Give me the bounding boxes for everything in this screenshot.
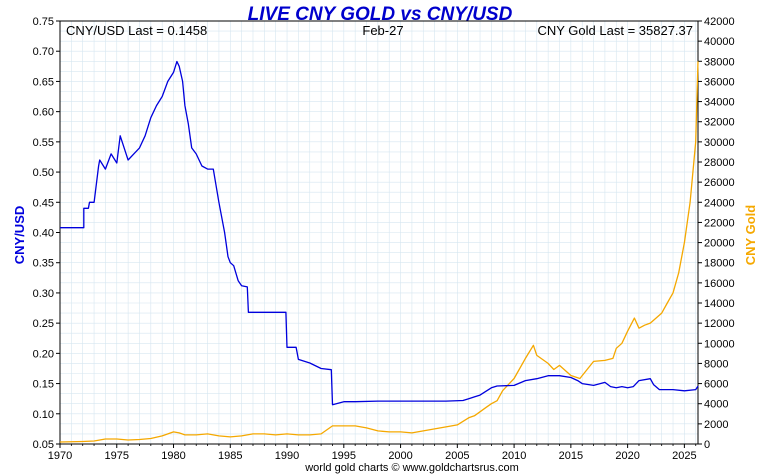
y-axis-left-label: CNY/USD <box>12 206 27 265</box>
series-layer <box>59 60 699 443</box>
left-header: CNY/USD Last = 0.1458 <box>66 23 207 38</box>
y-left-tick-label: 0.20 <box>33 348 54 360</box>
y-right-tick-label: 38000 <box>704 56 735 68</box>
y-right-tick-label: 16000 <box>704 278 735 290</box>
x-tick-label: 1990 <box>275 450 299 462</box>
right-header: CNY Gold Last = 35827.37 <box>537 23 693 38</box>
y-right-tick-label: 28000 <box>704 157 735 169</box>
y-right-tick-label: 34000 <box>704 97 735 109</box>
y-left-tick-label: 0.70 <box>33 46 54 58</box>
y-right-tick-label: 8000 <box>704 358 728 370</box>
y-right-tick-label: 40000 <box>704 36 735 48</box>
y-right-tick-label: 42000 <box>704 16 735 28</box>
y-right-tick-label: 14000 <box>704 298 735 310</box>
y-left-tick-label: 0.50 <box>33 167 54 179</box>
y-right-tick-label: 22000 <box>704 217 735 229</box>
x-tick-label: 2015 <box>559 450 583 462</box>
y-axis-left: 0.05 0.10 0.15 0.20 0.25 0.30 0.35 0.40 0.45 0.50… <box>33 16 60 451</box>
y-left-tick-label: 0.35 <box>33 258 54 270</box>
y-left-tick-label: 0.65 <box>33 76 54 88</box>
x-tick-label: 1975 <box>105 450 129 462</box>
y-right-tick-label: 2000 <box>704 419 728 431</box>
y-left-tick-label: 0.05 <box>33 439 54 451</box>
x-tick-label: 1985 <box>218 450 242 462</box>
y-left-tick-label: 0.45 <box>33 197 54 209</box>
x-tick-label: 2010 <box>502 450 526 462</box>
x-tick-label: 2020 <box>615 450 639 462</box>
y-left-tick-label: 0.60 <box>33 107 54 119</box>
x-tick-label: 1970 <box>48 450 72 462</box>
cny-gold-series-line <box>59 61 699 443</box>
x-tick-label: 2005 <box>445 450 469 462</box>
y-right-tick-label: 4000 <box>704 399 728 411</box>
y-left-tick-label: 0.55 <box>33 137 54 149</box>
y-right-tick-label: 20000 <box>704 238 735 250</box>
y-right-tick-label: 24000 <box>704 197 735 209</box>
cny-usd-series-line <box>60 60 699 406</box>
y-right-tick-label: 36000 <box>704 76 735 88</box>
credit-text: world gold charts © www.goldchartsrus.co… <box>304 462 519 474</box>
y-right-tick-label: 0 <box>704 439 710 451</box>
y-right-tick-label: 6000 <box>704 379 728 391</box>
y-left-tick-label: 0.25 <box>33 318 54 330</box>
y-right-tick-label: 32000 <box>704 117 735 129</box>
y-left-tick-label: 0.30 <box>33 288 54 300</box>
x-tick-label: 1980 <box>161 450 185 462</box>
y-axis-right: 0 2000 4000 6000 8000 10000 12000 14000 16000 180… <box>698 16 735 451</box>
x-tick-label: 1995 <box>332 450 356 462</box>
y-right-tick-label: 12000 <box>704 318 735 330</box>
x-axis: 1970 1975 1980 1985 1990 1995 2000 2005 2010 2015… <box>48 444 697 462</box>
y-left-tick-label: 0.15 <box>33 379 54 391</box>
y-axis-right-label: CNY Gold <box>743 205 758 265</box>
x-tick-label: 2000 <box>388 450 412 462</box>
y-right-tick-label: 26000 <box>704 177 735 189</box>
y-left-tick-label: 0.40 <box>33 228 54 240</box>
chart-title: LIVE CNY GOLD vs CNY/USD <box>248 4 513 25</box>
y-right-tick-label: 10000 <box>704 338 735 350</box>
x-tick-label: 2025 <box>672 450 696 462</box>
y-right-tick-label: 30000 <box>704 137 735 149</box>
y-left-tick-label: 0.75 <box>33 16 54 28</box>
y-left-tick-label: 0.10 <box>33 409 54 421</box>
y-right-tick-label: 18000 <box>704 258 735 270</box>
date-label: Feb-27 <box>362 23 403 38</box>
